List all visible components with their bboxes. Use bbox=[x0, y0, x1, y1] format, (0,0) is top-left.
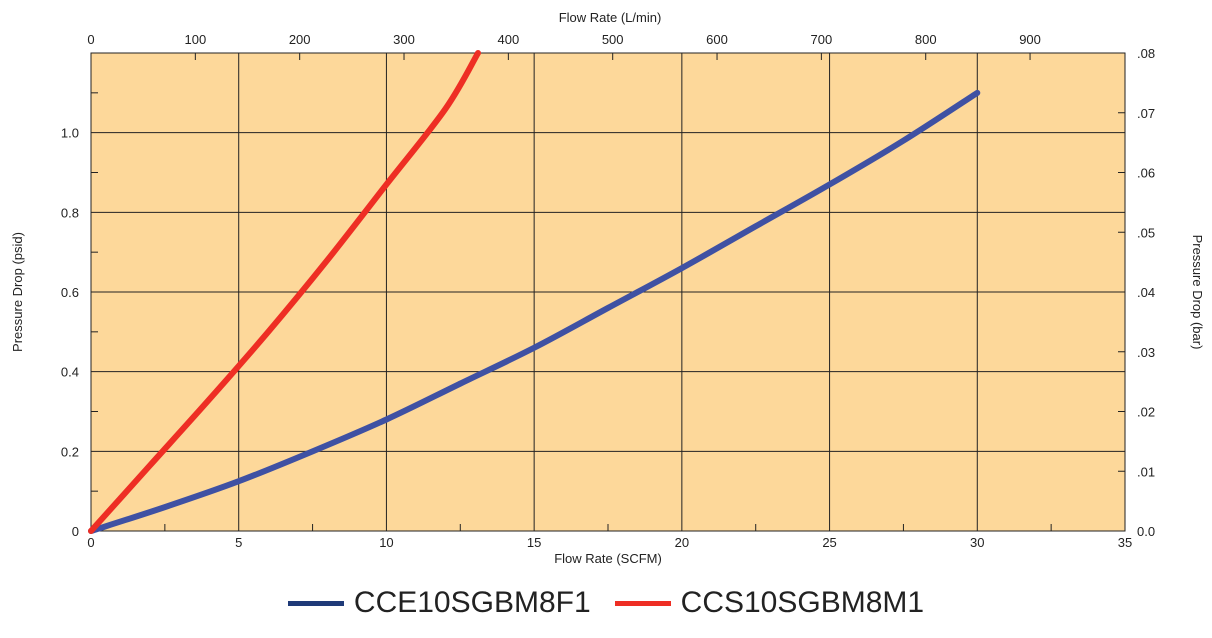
legend: CCE10SGBM8F1 CCS10SGBM8M1 bbox=[0, 583, 1212, 623]
series-line-ccs10sgbm8m1 bbox=[88, 50, 482, 534]
y-right-tick-label: .02 bbox=[1137, 405, 1155, 420]
y-right-tick-label: .01 bbox=[1137, 464, 1155, 479]
legend-label-cce10sgbm8f1: CCE10SGBM8F1 bbox=[353, 586, 591, 619]
legend-swatch-ccs10sgbm8m1 bbox=[614, 600, 671, 606]
y-right-tick-label: .08 bbox=[1137, 46, 1155, 61]
series-lines bbox=[88, 50, 981, 534]
y-right-tick-label: .07 bbox=[1137, 106, 1155, 121]
legend-item-cce10sgbm8f1: CCE10SGBM8F1 bbox=[287, 586, 591, 620]
legend-label-ccs10sgbm8m1: CCS10SGBM8M1 bbox=[680, 586, 925, 619]
legend-item-ccs10sgbm8m1: CCS10SGBM8M1 bbox=[614, 586, 925, 620]
pressure-drop-chart: 0 5 10 15 20 25 30 35 0 0.2 0.4 0.6 0.8 1.0 0 100 200 300… bbox=[10, 10, 1205, 566]
y-right-axis-title: Pressure Drop (bar) bbox=[1190, 235, 1205, 350]
x-top-axis-title: Flow Rate (L/min) bbox=[559, 10, 662, 25]
x-top-tick-label: 100 bbox=[184, 32, 206, 47]
y-tick-label: 1.0 bbox=[61, 126, 79, 141]
series-line-cce10sgbm8f1 bbox=[88, 89, 981, 534]
x-top-tick-label: 300 bbox=[393, 32, 415, 47]
y-right-tick-label: .03 bbox=[1137, 345, 1155, 360]
x-top-tick-label: 500 bbox=[602, 32, 624, 47]
x-top-tick-label: 200 bbox=[289, 32, 311, 47]
y-tick-label: 0 bbox=[72, 524, 79, 539]
y-right-tick-label: .04 bbox=[1137, 285, 1155, 300]
x-tick-label: 30 bbox=[970, 535, 984, 550]
x-tick-label: 20 bbox=[675, 535, 689, 550]
y-tick-label: 0.6 bbox=[61, 285, 79, 300]
x-tick-label: 35 bbox=[1118, 535, 1132, 550]
y-right-tick-label: .06 bbox=[1137, 166, 1155, 181]
x-tick-label: 10 bbox=[379, 535, 393, 550]
x-top-tick-label: 600 bbox=[706, 32, 728, 47]
x-top-tick-label: 900 bbox=[1019, 32, 1041, 47]
y-right-tick-label: 0.0 bbox=[1137, 524, 1155, 539]
x-top-tick-label: 0 bbox=[87, 32, 94, 47]
x-axis-title: Flow Rate (SCFM) bbox=[554, 551, 662, 566]
y-right-tick-label: .05 bbox=[1137, 225, 1155, 240]
x-tick-label: 5 bbox=[235, 535, 242, 550]
legend-swatch-cce10sgbm8f1 bbox=[287, 600, 344, 606]
x-top-tick-label: 800 bbox=[915, 32, 937, 47]
x-top-tick-label: 400 bbox=[498, 32, 520, 47]
x-tick-label: 15 bbox=[527, 535, 541, 550]
y-tick-label: 0.8 bbox=[61, 205, 79, 220]
plot-frame bbox=[90, 52, 1126, 532]
y-axis-title: Pressure Drop (psid) bbox=[10, 232, 25, 352]
x-tick-label: 25 bbox=[822, 535, 836, 550]
y-tick-label: 0.4 bbox=[61, 365, 79, 380]
x-top-tick-label: 700 bbox=[811, 32, 833, 47]
tick-labels: 0 5 10 15 20 25 30 35 0 0.2 0.4 0.6 0.8 1.0 0 100 200 300… bbox=[61, 32, 1155, 550]
grid-lines bbox=[91, 53, 1125, 531]
y-tick-label: 0.2 bbox=[61, 444, 79, 459]
x-tick-label: 0 bbox=[87, 535, 94, 550]
